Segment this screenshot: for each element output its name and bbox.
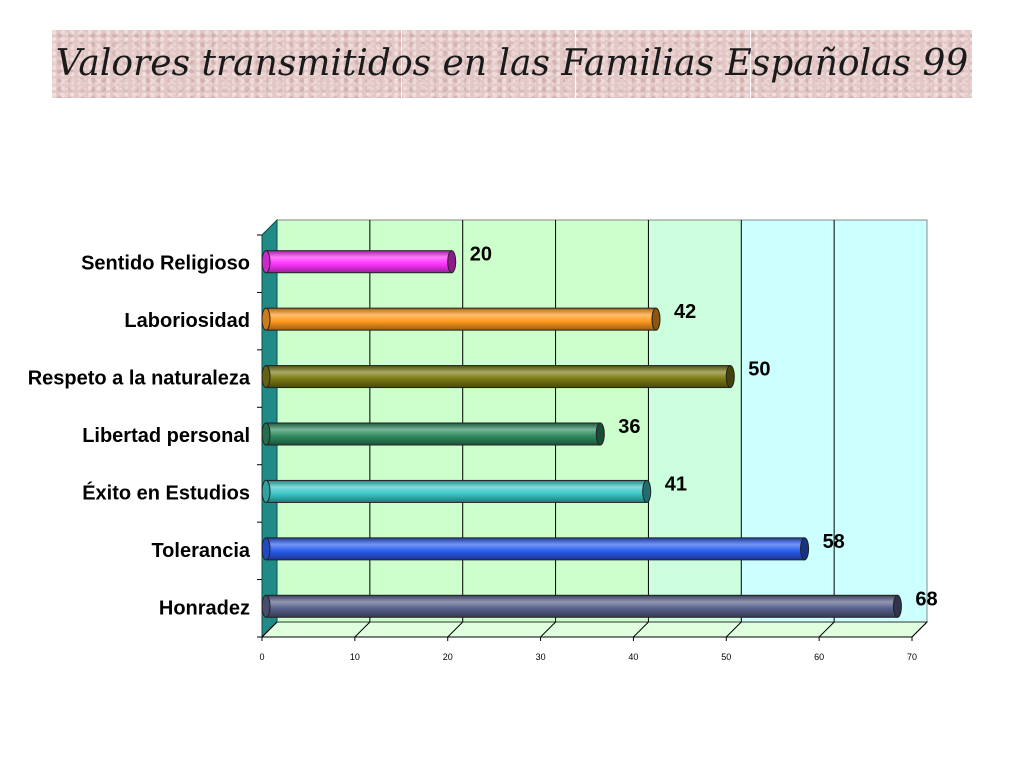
value-label: 36 xyxy=(618,416,640,438)
value-labels: 20 42 50 36 41 58 68 xyxy=(470,244,938,611)
bar xyxy=(261,307,661,331)
bar-start-cap xyxy=(261,594,271,618)
bar-start-cap xyxy=(261,479,271,503)
bar-end-cap xyxy=(800,537,810,561)
category-label: Sentido Religioso xyxy=(81,253,250,275)
bar-end-cap xyxy=(642,479,652,503)
floor-gridline xyxy=(725,621,742,638)
x-tick-label: 10 xyxy=(350,652,360,662)
bar xyxy=(261,537,810,561)
x-tick-label: 40 xyxy=(628,652,638,662)
floor-gridline xyxy=(540,621,556,638)
x-tick-label: 0 xyxy=(259,652,264,662)
x-tick-label: 70 xyxy=(907,652,917,662)
bar-body xyxy=(265,594,898,618)
category-labels: Sentido Religioso Laboriosidad Respeto a l… xyxy=(28,253,251,620)
category-label: Éxito en Estudios xyxy=(82,481,250,504)
x-tick-label: 30 xyxy=(536,652,546,662)
bar-start-cap xyxy=(261,250,271,274)
category-label: Laboriosidad xyxy=(124,310,250,332)
x-tick-label: 20 xyxy=(443,652,453,662)
value-label: 20 xyxy=(470,244,492,266)
floor-gridline xyxy=(633,621,649,638)
bar-start-cap xyxy=(261,365,271,389)
bar-end-cap xyxy=(725,365,735,389)
value-label: 42 xyxy=(674,301,696,323)
title-banner: Valores transmitidos en las Familias Esp… xyxy=(52,30,972,98)
bar-start-cap xyxy=(261,537,271,561)
bar-body xyxy=(265,479,648,503)
bar xyxy=(261,422,605,446)
banner-divider xyxy=(575,30,576,98)
banner-divider xyxy=(750,30,751,98)
bar-body xyxy=(265,422,601,446)
floor-gridline xyxy=(354,621,371,638)
bar-body xyxy=(265,307,657,331)
bar-body xyxy=(265,365,731,389)
category-label: Respeto a la naturaleza xyxy=(28,368,251,390)
bar xyxy=(261,365,735,389)
floor-gridline xyxy=(447,621,464,638)
value-label: 68 xyxy=(915,588,937,610)
x-tick-label: 50 xyxy=(721,652,731,662)
bar xyxy=(261,479,652,503)
floor-gridline xyxy=(911,621,928,638)
plot-band xyxy=(369,220,463,622)
floor-gridline xyxy=(818,621,835,638)
bar-body xyxy=(265,537,806,561)
category-label: Honradez xyxy=(159,597,250,619)
value-label: 41 xyxy=(665,473,687,495)
bar xyxy=(261,250,457,274)
floor-gridline xyxy=(261,621,278,638)
bar-end-cap xyxy=(447,250,457,274)
plot-band xyxy=(277,220,370,622)
bar-end-cap xyxy=(892,594,902,618)
category-label: Libertad personal xyxy=(82,425,250,447)
x-tick-label: 60 xyxy=(814,652,824,662)
bar-body xyxy=(265,250,453,274)
plot-band xyxy=(834,220,927,622)
slide-title: Valores transmitidos en las Familias Esp… xyxy=(55,43,969,84)
bar-end-cap xyxy=(595,422,605,446)
bar-start-cap xyxy=(261,422,271,446)
plot-band xyxy=(741,220,835,622)
x-axis-ticks: 0 10 20 30 40 50 60 70 xyxy=(259,652,917,662)
banner-divider xyxy=(401,30,402,98)
plot-band xyxy=(648,220,742,622)
bar xyxy=(261,594,902,618)
value-label: 58 xyxy=(823,531,845,553)
value-label: 50 xyxy=(748,359,770,381)
bar-start-cap xyxy=(261,307,271,331)
plot-band xyxy=(462,220,556,622)
bar-end-cap xyxy=(651,307,661,331)
bars xyxy=(261,250,902,618)
category-label: Tolerancia xyxy=(151,540,250,562)
